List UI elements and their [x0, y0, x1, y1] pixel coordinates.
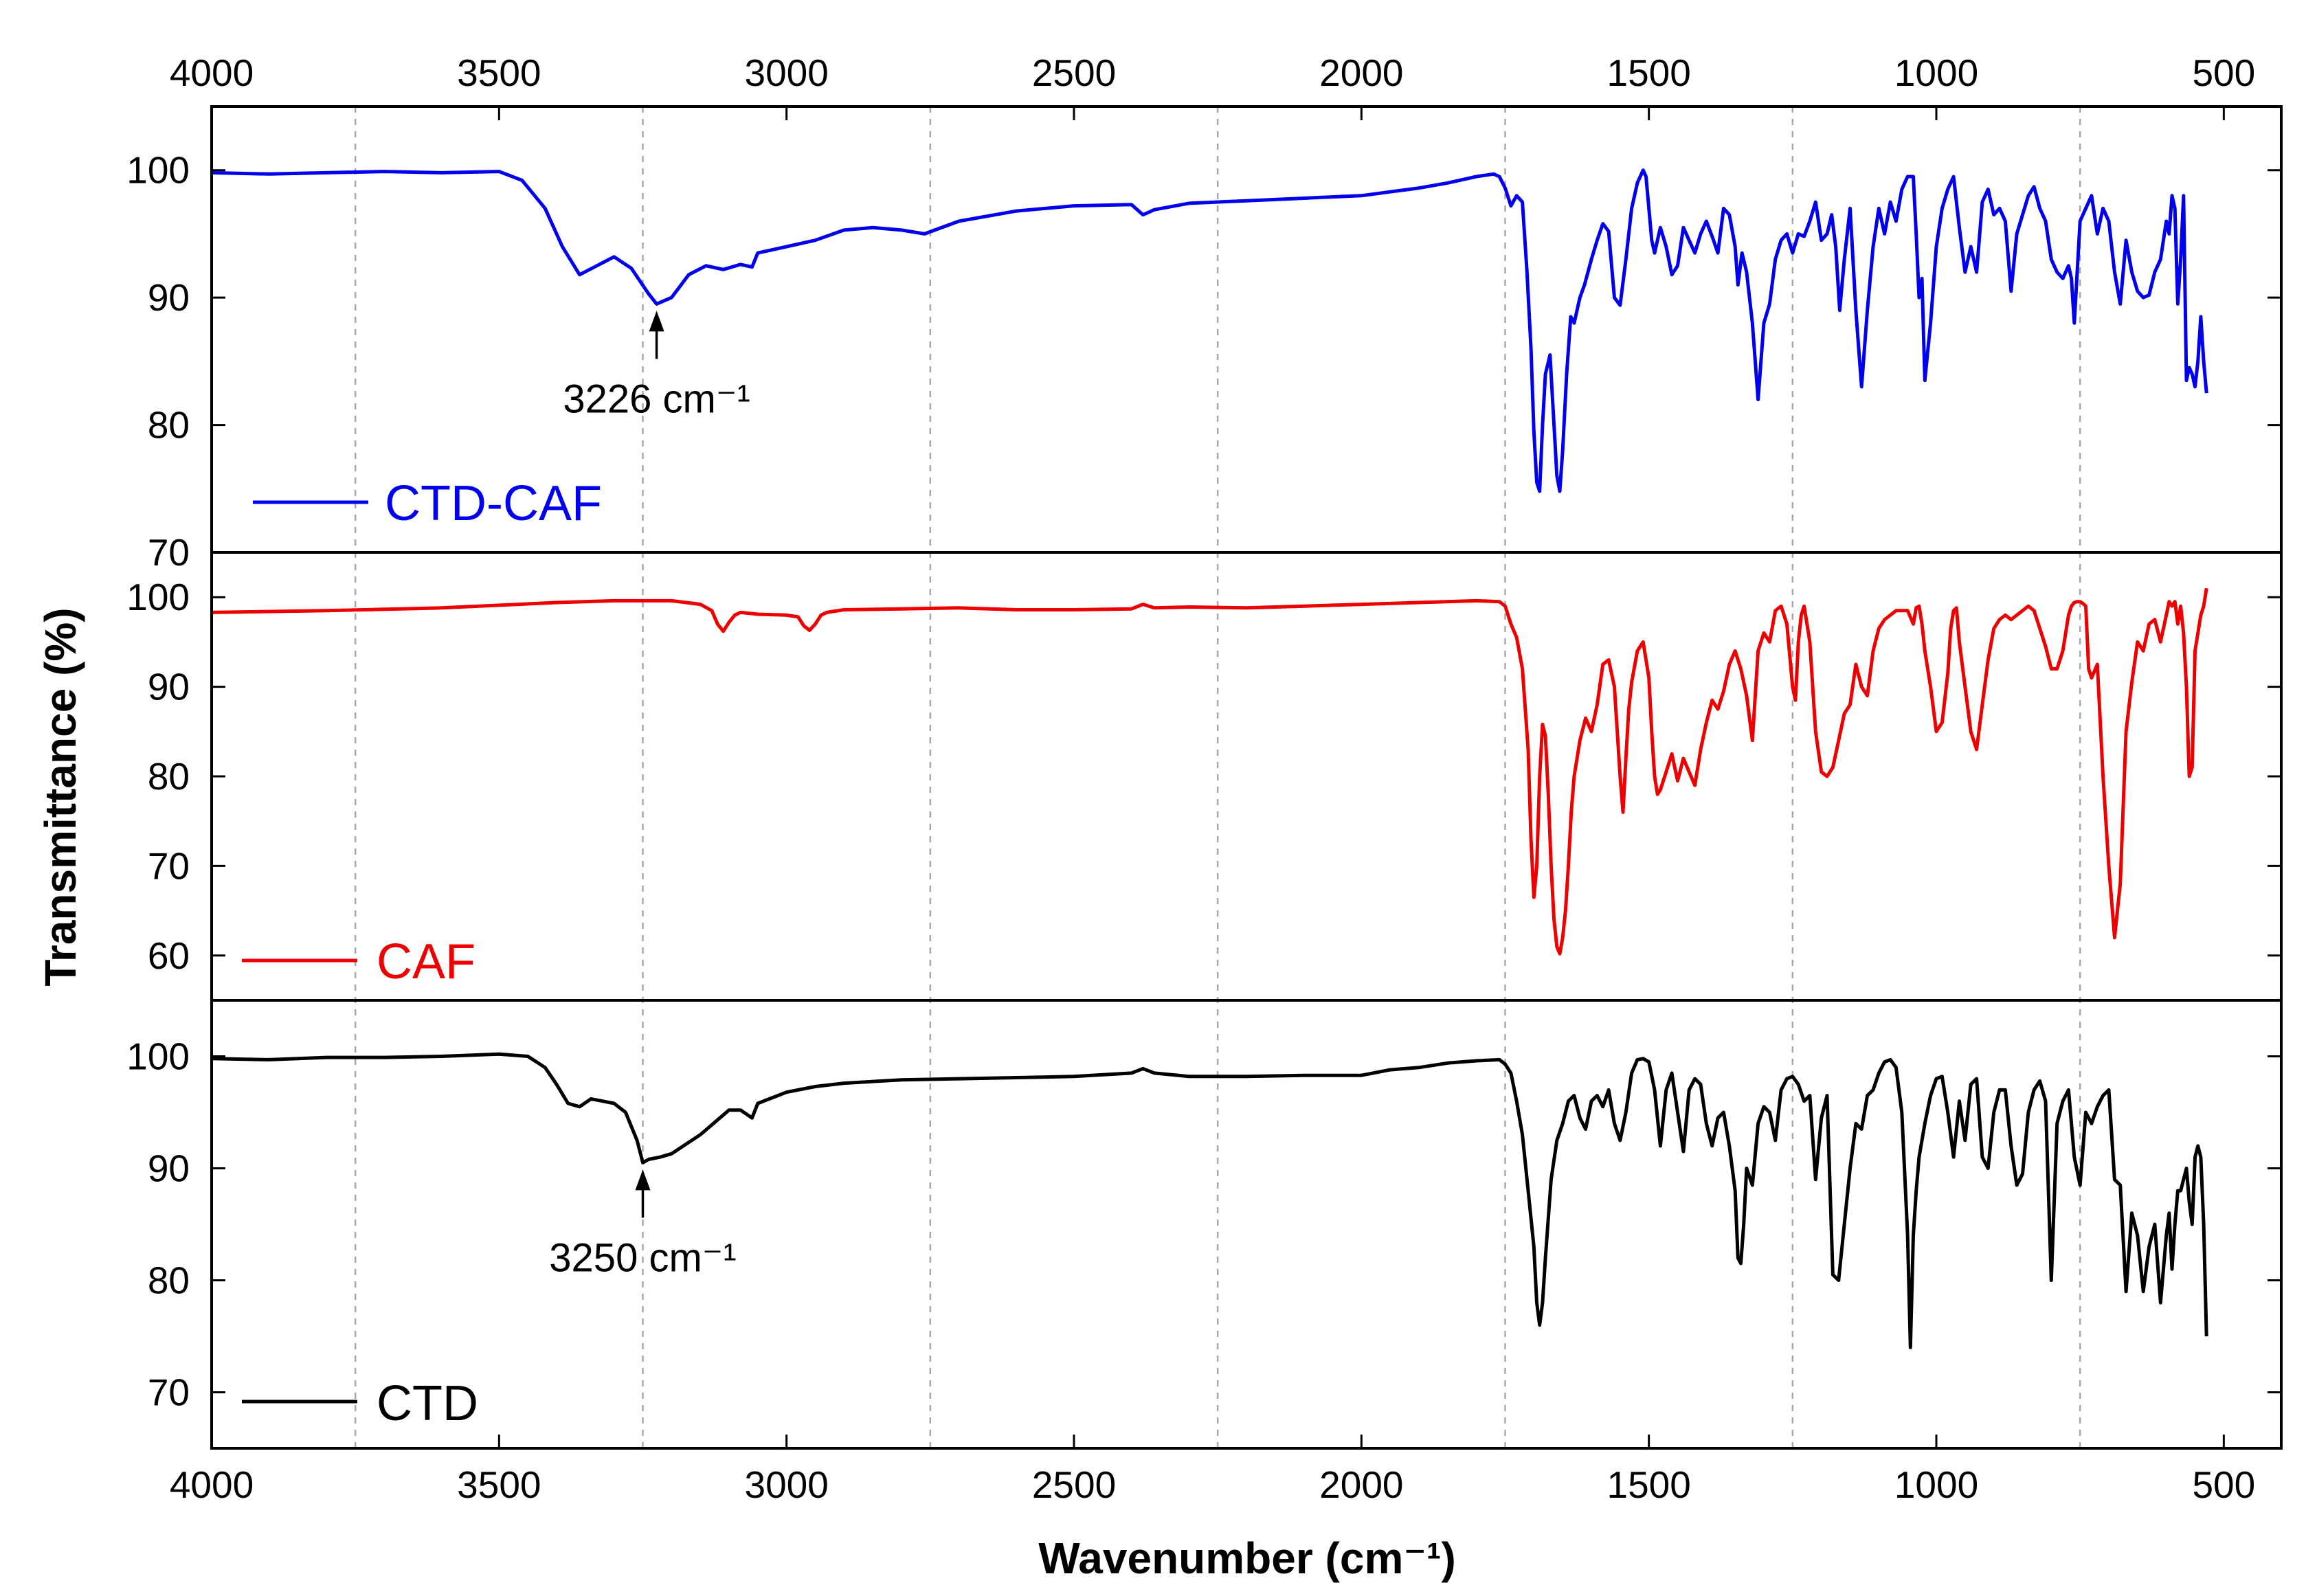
y-tick-label: 100	[126, 149, 190, 192]
x-tick-label: 3000	[744, 1463, 828, 1506]
y-tick-label: 70	[148, 1371, 190, 1414]
y-tick-label: 80	[148, 1259, 190, 1302]
x-tick-label: 4000	[170, 1463, 254, 1506]
annotation-label: 3250 cm⁻¹	[549, 1235, 736, 1280]
annotation-label: 3226 cm⁻¹	[563, 376, 750, 421]
y-tick-label: 70	[148, 844, 190, 887]
y-tick-label: 90	[148, 1147, 190, 1190]
legends: CTD-CAF CAF CTD	[242, 476, 602, 1431]
series-line-ctd	[212, 1052, 2208, 1349]
annotation-arrow-head	[635, 1169, 651, 1191]
y-tick-label: 80	[148, 755, 190, 798]
legend-label-ctd: CTD	[377, 1376, 478, 1431]
x-tick-label: 3500	[457, 1463, 541, 1506]
x-tick-label: 1500	[1607, 1463, 1690, 1506]
x-tick-label-top: 2000	[1319, 52, 1403, 94]
x-tick-label: 1000	[1894, 1463, 1978, 1506]
x-tick-label: 2000	[1319, 1463, 1403, 1506]
y-tick-label: 100	[126, 576, 190, 618]
y-tick-label: 80	[148, 404, 190, 447]
annotation-arrow-head	[649, 311, 664, 332]
legend-label-ctd-caf: CTD-CAF	[385, 476, 602, 531]
peak-annotations: 3226 cm⁻¹ 3250 cm⁻¹	[549, 311, 750, 1280]
y-tick-label: 100	[126, 1035, 190, 1078]
series-line-caf	[212, 587, 2208, 956]
x-axis-title: Wavenumber (cm⁻¹)	[1038, 1533, 1456, 1583]
x-tick-label-top: 3000	[744, 52, 828, 94]
x-tick-label-top: 2500	[1032, 52, 1116, 94]
y-tick-label: 70	[148, 531, 190, 574]
x-tick-label-top: 1000	[1894, 52, 1978, 94]
x-tick-label-top: 1500	[1607, 52, 1690, 94]
y-tick-label: 90	[148, 666, 190, 708]
x-tick-label-top: 500	[2192, 52, 2255, 94]
y-tick-label: 60	[148, 934, 190, 977]
legend-label-caf: CAF	[377, 934, 475, 989]
y-tick-label: 90	[148, 276, 190, 319]
x-tick-label: 2500	[1032, 1463, 1116, 1506]
vertical-gridlines	[354, 106, 2081, 1448]
x-tick-label-top: 3500	[457, 52, 541, 94]
spectra-series	[212, 168, 2208, 1349]
series-line-ctd-caf	[212, 168, 2208, 493]
x-tick-label-top: 4000	[170, 52, 254, 94]
x-tick-label: 500	[2192, 1463, 2255, 1506]
y-axis-title: Transmittance (%)	[36, 607, 85, 986]
